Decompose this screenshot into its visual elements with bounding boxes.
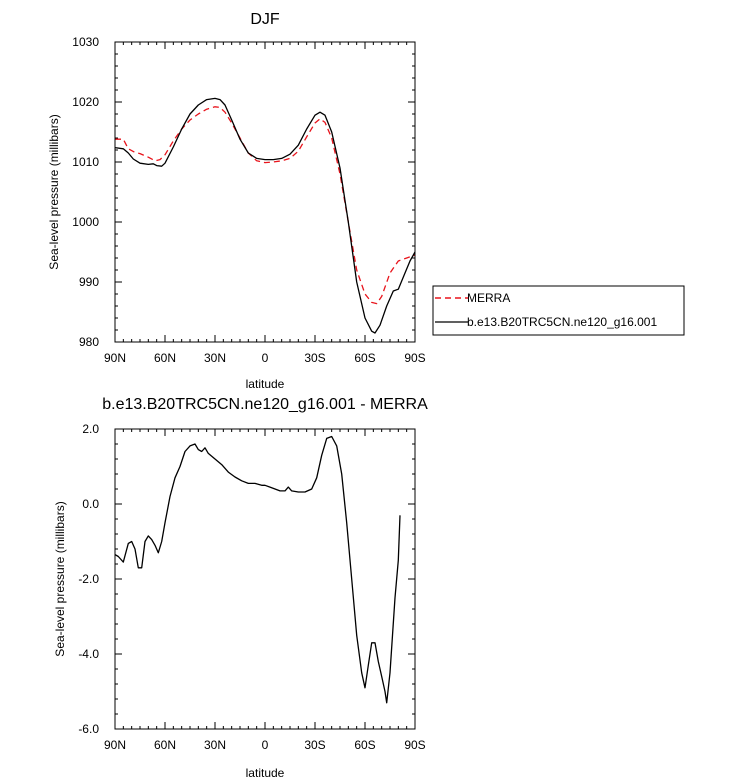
top-x-tick-label: 30S (304, 351, 325, 365)
top-x-tick-label: 90N (104, 351, 126, 365)
bottom-y-tick-label: 2.0 (82, 422, 99, 436)
top-x-tick-label: 60S (354, 351, 375, 365)
bottom-chart-series (114, 435, 401, 704)
top-y-tick-label: 980 (79, 335, 99, 349)
bottom-y-tick-label: -2.0 (78, 572, 99, 586)
top-y-tick-label: 1010 (72, 155, 99, 169)
legend-label-merra: MERRA (467, 291, 510, 305)
bottom-chart-xlabel: latitude (246, 766, 285, 780)
top-y-tick-label: 990 (79, 275, 99, 289)
legend: MERRA b.e13.B20TRC5CN.ne120_g16.001 (432, 285, 685, 336)
legend-label-model: b.e13.B20TRC5CN.ne120_g16.001 (467, 315, 657, 329)
top-x-tick-label: 60N (154, 351, 176, 365)
top-chart-y-axis: 980 990 1000 1010 1020 1030 (72, 35, 415, 349)
top-chart-x-axis: 90N 60N 30N 0 30S 60S 90S (104, 42, 426, 365)
top-chart-title: DJF (250, 11, 280, 28)
bottom-x-tick-label: 90S (404, 738, 425, 752)
top-series-line-1 (114, 97, 416, 334)
top-chart: DJF Sea-level pressure (millibars) latit… (47, 11, 426, 391)
bottom-chart-x-axis: 90N 60N 30N 0 30S 60S 90S (104, 429, 426, 752)
bottom-x-tick-label: 60S (354, 738, 375, 752)
top-series-line-0 (115, 106, 416, 305)
bottom-series-line-0 (114, 435, 401, 704)
bottom-chart-title: b.e13.B20TRC5CN.ne120_g16.001 - MERRA (102, 396, 428, 413)
top-chart-series (114, 97, 416, 334)
top-chart-plot-frame (114, 41, 416, 343)
bottom-x-tick-label: 60N (154, 738, 176, 752)
bottom-chart-ylabel: Sea-level pressure (millibars) (53, 501, 67, 656)
top-x-tick-label: 0 (262, 351, 269, 365)
bottom-y-tick-label: -6.0 (78, 722, 99, 736)
bottom-chart: b.e13.B20TRC5CN.ne120_g16.001 - MERRA Se… (53, 396, 428, 780)
top-y-tick-label: 1030 (72, 35, 99, 49)
top-x-tick-label: 90S (404, 351, 425, 365)
top-y-tick-label: 1020 (72, 95, 99, 109)
bottom-y-tick-label: 0.0 (82, 497, 99, 511)
top-y-tick-label: 1000 (72, 215, 99, 229)
legend-box (432, 285, 685, 336)
bottom-chart-plot-frame (114, 428, 416, 730)
top-chart-xlabel: latitude (246, 377, 285, 391)
bottom-x-tick-label: 0 (262, 738, 269, 752)
bottom-x-tick-label: 30S (304, 738, 325, 752)
bottom-x-tick-label: 30N (204, 738, 226, 752)
top-chart-ylabel: Sea-level pressure (millibars) (47, 114, 61, 269)
top-x-tick-label: 30N (204, 351, 226, 365)
bottom-chart-y-axis: -6.0 -4.0 -2.0 0.0 2.0 (78, 422, 415, 736)
bottom-y-tick-label: -4.0 (78, 647, 99, 661)
bottom-x-tick-label: 90N (104, 738, 126, 752)
